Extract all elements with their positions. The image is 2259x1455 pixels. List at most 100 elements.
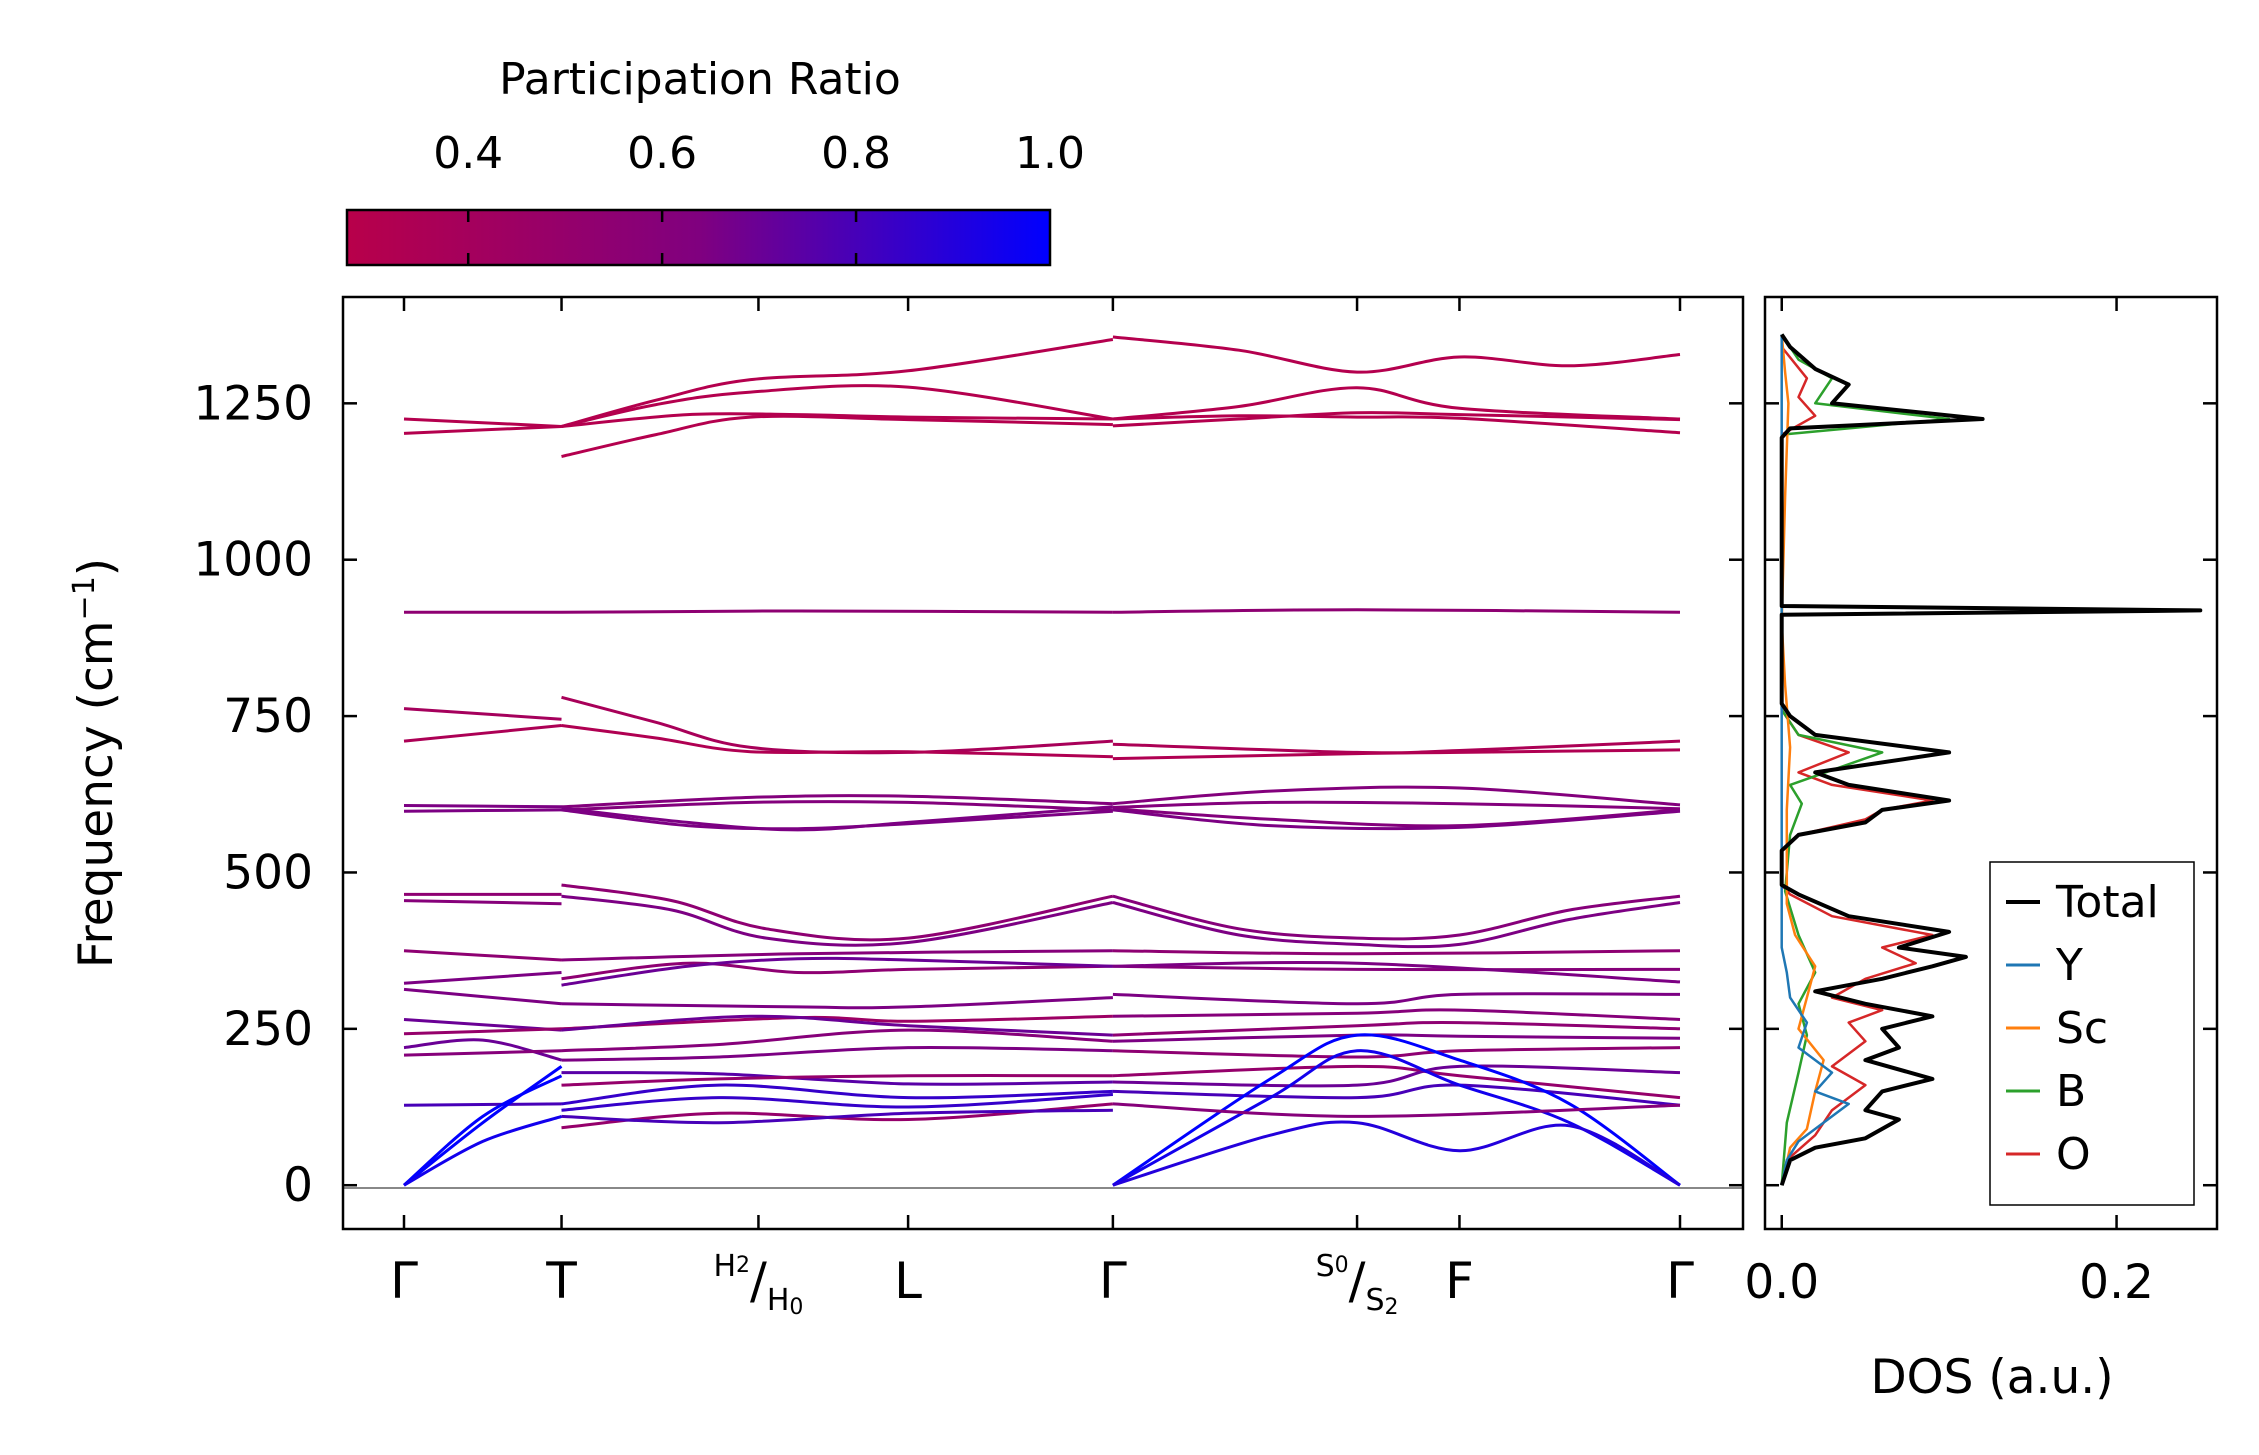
phonon-band-39 — [561, 961, 1113, 981]
dos-series-total — [1779, 333, 2203, 1186]
phonon-band-5 — [561, 414, 1113, 458]
phonon-band-4 — [561, 412, 1113, 428]
kpath-label-upper-sub: 0 — [1335, 1253, 1349, 1278]
phonon-band-74 — [1112, 1102, 1681, 1118]
colorbar-gradient — [345, 208, 1052, 267]
phonon-band-65 — [403, 1074, 563, 1187]
frequency-tick-label: 1000 — [193, 533, 313, 588]
kpath-label: Γ — [390, 1252, 418, 1310]
phonon-band-6 — [1112, 335, 1681, 374]
legend-label-y: Y — [2055, 940, 2083, 991]
kpath-label: L — [894, 1252, 922, 1310]
phonon-band-26 — [1112, 800, 1681, 811]
dos-series-y — [1780, 334, 1850, 1186]
colorbar-tick-label: 0.6 — [627, 128, 697, 179]
phonon-band-25 — [1112, 785, 1681, 807]
dos-axes: 0.0 0.2 DOS (a.u.) Total Y Sc BO — [1744, 295, 2219, 1405]
frequency-tick-label: 250 — [223, 1002, 313, 1057]
kpath-label-composite: H2/H0 — [713, 1249, 803, 1320]
phonon-band-35 — [403, 949, 562, 962]
frequency-ticks: 0 250 500 750 1000 1250 — [193, 376, 2217, 1213]
phonon-band-7 — [1112, 386, 1681, 421]
phonon-band-71 — [1112, 1033, 1681, 1187]
colorbar-tick-label: 0.8 — [821, 128, 891, 179]
phonon-band-9 — [1112, 414, 1681, 435]
phonon-band-37 — [403, 987, 562, 1006]
phonon-band-73 — [1112, 1120, 1681, 1187]
phonon-band-50 — [403, 1102, 562, 1107]
kpath-label-lower-sub: 2 — [1385, 1295, 1399, 1320]
colorbar-label: Participation Ratio — [499, 54, 901, 105]
frequency-label-main: Frequency (cm — [69, 620, 124, 968]
kpath-ticks: Γ T H2/H0 L Γ S0/S2 F Γ — [390, 297, 1694, 1320]
phonon-band-14 — [403, 724, 562, 743]
kpath-label-upper: S — [1316, 1249, 1335, 1284]
legend-label-sc: Sc — [2056, 1003, 2108, 1054]
phonon-band-16 — [561, 724, 1113, 759]
dos-series-sc — [1780, 334, 1825, 1186]
dos-x-tick-label: 0.0 — [1744, 1255, 1819, 1310]
phonon-band-32 — [561, 894, 1114, 947]
phonon-band-51 — [561, 1014, 1113, 1031]
phonon-band-67 — [403, 1114, 562, 1187]
colorbar: Participation Ratio 0.4 0.6 0.8 1.0 — [345, 54, 1085, 267]
legend-label-o: O — [2056, 1129, 2091, 1180]
dos-axis-label: DOS (a.u.) — [1870, 1350, 2113, 1405]
phonon-band-40 — [561, 956, 1113, 987]
phonon-band-38 — [561, 949, 1113, 962]
dos-x-tick-label: 0.2 — [2079, 1255, 2154, 1310]
legend-label-total: Total — [2055, 877, 2159, 928]
phonon-band-61 — [1112, 1046, 1681, 1059]
phonon-band-12 — [1112, 608, 1681, 614]
kpath-label-composite: S0/S2 — [1316, 1249, 1399, 1320]
kpath-label-slash: / — [1349, 1252, 1366, 1310]
kpath-label-slash: / — [750, 1252, 767, 1310]
phonon-band-63 — [1112, 1064, 1681, 1088]
kpath-label-lower: H — [767, 1283, 790, 1318]
legend-label-b: B — [2056, 1066, 2086, 1117]
phonon-band-48 — [403, 1038, 562, 1062]
phonon-band-3 — [561, 384, 1114, 428]
phonon-band-49 — [403, 1049, 562, 1057]
dos-ticks: 0.0 0.2 — [1744, 297, 2154, 1310]
frequency-label-close: ) — [69, 558, 124, 576]
kpath-label: F — [1445, 1252, 1474, 1310]
phonon-band-54 — [561, 1045, 1113, 1062]
phonon-band-2 — [561, 338, 1114, 428]
dos-layer — [1779, 333, 2203, 1186]
kpath-label-lower-sub: 0 — [789, 1295, 803, 1320]
phonon-band-44 — [1112, 960, 1681, 984]
frequency-tick-label: 0 — [283, 1158, 313, 1213]
dos-series-b — [1780, 333, 1951, 1186]
phonon-band-45 — [1112, 992, 1681, 1006]
phonon-band-47 — [403, 1027, 562, 1036]
phonon-band-64 — [1112, 1083, 1681, 1107]
phonon-band-70 — [561, 1093, 1113, 1112]
phonon-band-31 — [561, 883, 1114, 942]
phonon-band-36 — [403, 971, 562, 985]
phonon-band-41 — [561, 996, 1113, 1010]
phonon-band-20 — [403, 808, 562, 813]
phonon-band-33 — [1112, 894, 1681, 941]
phonon-band-60 — [1112, 1033, 1681, 1043]
phonon-band-13 — [403, 707, 562, 721]
phonon-band-52 — [561, 1014, 1113, 1037]
kpath-label: Γ — [1099, 1252, 1127, 1310]
phonon-band-42 — [1112, 949, 1681, 956]
phonon-band-55 — [561, 1071, 1113, 1086]
band-axes-frame — [341, 295, 1745, 1231]
phonon-band-1 — [403, 425, 562, 435]
frequency-axis-label: Frequency (cm−1) — [67, 558, 124, 968]
phonon-band-62 — [1112, 1064, 1681, 1100]
phonon-band-66 — [403, 1065, 563, 1187]
kpath-label-upper-sub: 2 — [736, 1253, 750, 1278]
phonon-band-22 — [561, 800, 1113, 812]
phonon-band-0 — [403, 417, 562, 428]
kpath-label: Γ — [1666, 1252, 1694, 1310]
phonon-band-43 — [1112, 964, 1681, 972]
phonon-band-18 — [1112, 748, 1681, 761]
frequency-tick-label: 500 — [223, 845, 313, 900]
phonon-band-8 — [1112, 411, 1681, 428]
